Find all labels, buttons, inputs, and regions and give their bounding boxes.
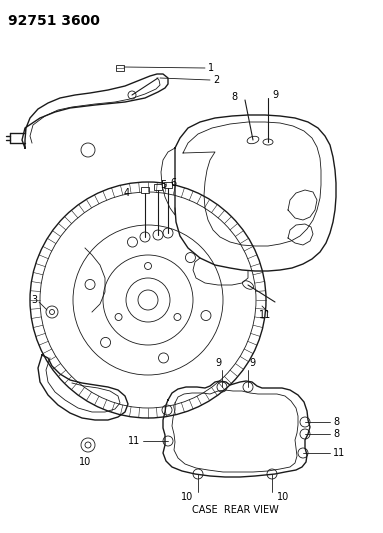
Text: 6: 6: [170, 178, 176, 188]
Ellipse shape: [247, 136, 259, 144]
Text: 10: 10: [79, 457, 91, 467]
Text: 8: 8: [231, 92, 237, 102]
Text: 4: 4: [124, 188, 130, 198]
FancyBboxPatch shape: [116, 65, 124, 71]
Text: 10: 10: [277, 492, 289, 502]
FancyBboxPatch shape: [164, 182, 172, 188]
Text: 8: 8: [333, 429, 339, 439]
Text: 9: 9: [272, 90, 278, 100]
Text: 92751 3600: 92751 3600: [8, 14, 100, 28]
Text: 3: 3: [31, 295, 37, 305]
FancyBboxPatch shape: [154, 184, 162, 190]
Text: 10: 10: [181, 492, 193, 502]
Text: 9: 9: [215, 358, 221, 368]
Text: 9: 9: [249, 358, 255, 368]
Ellipse shape: [263, 139, 273, 145]
Text: 1: 1: [208, 63, 214, 73]
Text: 11: 11: [259, 310, 271, 320]
FancyBboxPatch shape: [141, 187, 149, 193]
Ellipse shape: [242, 281, 254, 289]
Text: CASE  REAR VIEW: CASE REAR VIEW: [192, 505, 278, 515]
Text: 11: 11: [128, 436, 140, 446]
Text: 5: 5: [160, 180, 166, 190]
Text: 8: 8: [333, 417, 339, 427]
Text: 2: 2: [213, 75, 219, 85]
Text: 11: 11: [333, 448, 345, 458]
